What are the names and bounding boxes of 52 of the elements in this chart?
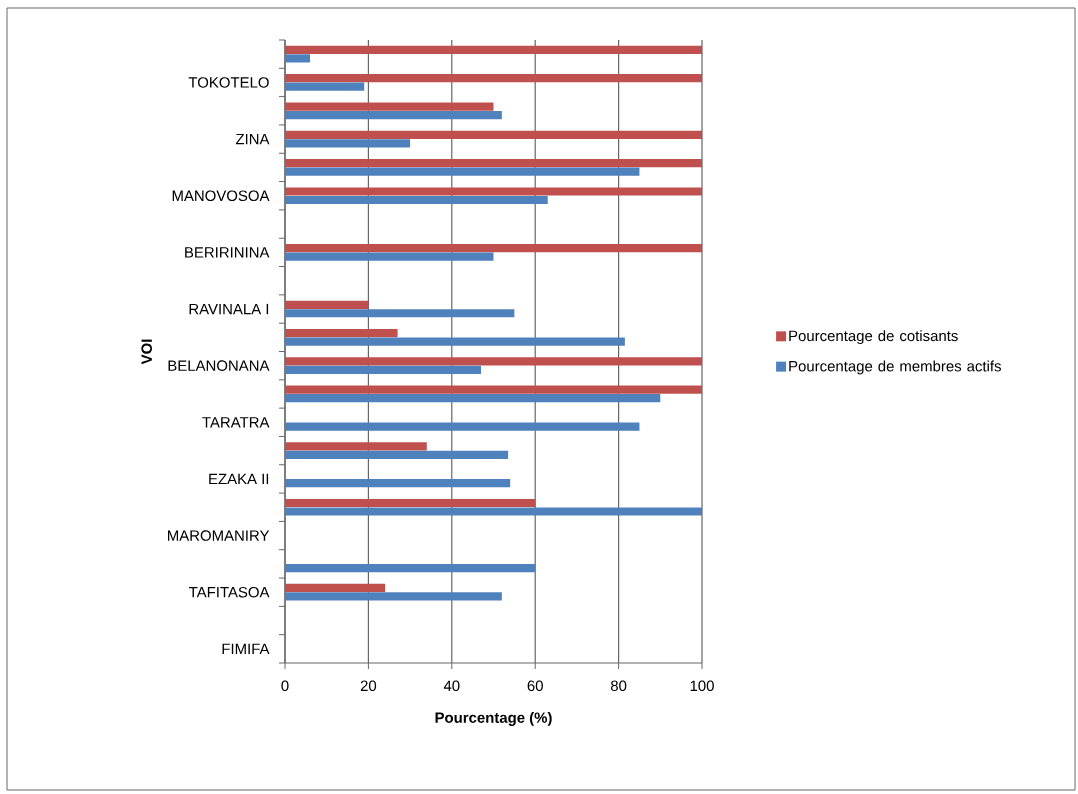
y-tick-label: TOKOTELO: [188, 77, 269, 88]
x-tick-label: 20: [360, 680, 377, 692]
x-tick-label: 0: [281, 680, 289, 692]
y-tick-label: BERIRININA: [185, 247, 270, 258]
bar: [285, 159, 702, 168]
bar: [285, 252, 494, 261]
bar: [285, 300, 369, 309]
bar: [285, 110, 502, 120]
bar: [285, 394, 661, 403]
bar: [285, 507, 702, 516]
bar: [285, 328, 398, 338]
bar: [285, 309, 515, 318]
y-tick-label: TARATRA: [202, 417, 270, 428]
y-tick-label: RAVINALA I: [189, 303, 269, 315]
y-tick-label: TAFITASOA: [188, 586, 270, 598]
bar: [285, 54, 311, 63]
bar: [285, 139, 411, 148]
bar: [285, 479, 511, 488]
bar: [285, 592, 502, 601]
y-tick-label: ZINA: [235, 133, 270, 145]
y-tick-label: EZAKA II: [209, 473, 269, 485]
bar: [285, 82, 365, 91]
bar: [285, 583, 386, 593]
y-tick-label: BELANONANA: [168, 360, 270, 371]
bar: [285, 385, 702, 394]
bar: [285, 244, 702, 253]
bar: [285, 102, 494, 111]
bar: [285, 442, 427, 451]
legend-label: Pourcentage de membres actifs: [789, 360, 1001, 375]
bar: [285, 450, 509, 459]
x-tick-label: 100: [690, 680, 714, 692]
bar: [285, 564, 536, 573]
bar: [285, 422, 640, 431]
bar: [285, 357, 702, 366]
x-tick-label: 80: [610, 680, 627, 692]
x-tick-label: 60: [527, 680, 543, 692]
bar: [285, 187, 702, 196]
y-axis-title: VOI: [141, 339, 152, 365]
y-tick-label: MANOVOSOA: [172, 190, 270, 202]
bar: [285, 167, 640, 176]
bar: [285, 74, 702, 83]
x-tick-label: 40: [443, 680, 460, 692]
y-tick-label: MAROMANIRY: [168, 530, 270, 541]
x-axis-title: Pourcentage (%): [435, 711, 552, 726]
bar: [285, 337, 625, 346]
bar: [285, 365, 481, 375]
bar: [285, 45, 702, 55]
bar: [285, 195, 548, 205]
y-tick-label: FIMIFA: [222, 643, 270, 654]
bar: [285, 498, 536, 508]
legend-label: Pourcentage de cotisants: [789, 330, 958, 345]
bar: [285, 130, 702, 139]
